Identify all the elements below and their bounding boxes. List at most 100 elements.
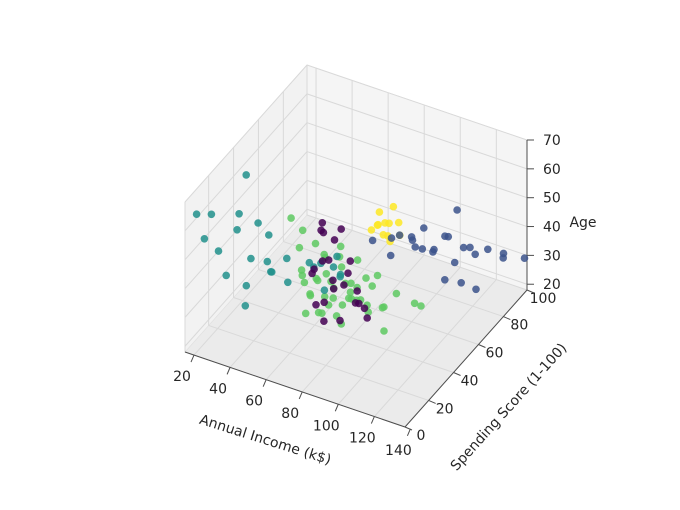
y-grid-floor [233,297,454,373]
data-point [408,236,417,244]
data-point [373,271,382,280]
data-point [499,249,508,258]
data-point [263,257,272,266]
y-tick-mark [404,426,413,431]
data-point [320,286,329,295]
y-tick-mark [453,372,461,376]
x-tick-label: 100 [313,418,340,434]
data-point [367,226,376,234]
data-point [192,210,201,218]
data-point [336,272,345,281]
data-point [320,298,329,307]
x-tick-mark [226,367,231,375]
data-point [320,292,329,301]
data-point [310,265,318,274]
y-axis-label: Spending Score (1-100) [448,340,571,474]
data-point [346,257,355,265]
tick-labels: 2040608010012014002040608010020304050607… [173,133,561,459]
data-point [373,221,382,229]
x-grid-floor [193,217,317,356]
data-point [233,226,241,234]
data-point [378,303,387,312]
data-point [320,317,328,326]
y-tick-mark [503,316,511,321]
z-grid-left [184,64,308,203]
data-point [362,274,370,282]
x-tick-mark [190,354,195,363]
data-point [368,236,377,245]
data-point [312,274,321,283]
z-tick-label: 60 [543,162,561,178]
data-point [344,269,352,278]
z-tick-label: 40 [543,220,561,236]
data-point [347,279,355,288]
z-grid-left [184,180,308,318]
data-point [355,299,363,308]
data-points [192,171,529,335]
data-point [295,243,304,252]
x-tick-label: 60 [245,394,263,410]
data-point [329,276,337,285]
data-point [459,243,468,252]
y-tick-mark [478,344,486,348]
data-point [417,302,425,310]
z-grid-back [306,179,528,256]
data-point [265,231,273,239]
data-point [353,287,362,295]
data-point [301,309,310,318]
data-point [520,254,529,262]
y-tick-label: 20 [436,401,454,417]
data-point [457,279,466,287]
data-point [338,301,347,309]
y-tick-mark [526,289,535,294]
data-point [368,282,377,290]
y-axis-line [404,289,528,428]
z-tick-label: 30 [543,248,561,264]
y-tick-label: 80 [510,318,528,334]
data-point [385,219,393,228]
y-grid-floor [283,241,504,318]
data-point [337,225,346,233]
x-tick-mark [262,379,267,387]
x-tick-mark [334,404,339,412]
data-point [283,254,291,263]
data-point [235,210,243,218]
data-point [254,219,262,227]
data-point [329,263,338,271]
x-grid-floor [265,242,389,380]
x-tick-mark [298,391,303,400]
data-point [318,257,327,265]
data-point [319,228,328,237]
x-tick-label: 20 [173,369,191,385]
data-point [241,302,250,310]
data-point [386,251,395,260]
x-tick-label: 140 [385,443,412,459]
data-point [305,258,314,267]
data-point [222,271,230,280]
z-grid-back [306,64,528,141]
y-grid-floor [208,324,429,401]
data-point [297,266,306,274]
data-point [318,309,326,318]
data-point [363,314,372,322]
data-point [360,304,369,313]
data-point [247,254,255,263]
data-point [340,281,348,289]
axis-lines [184,139,535,437]
data-point [298,226,307,235]
data-point [287,214,295,222]
data-point [375,208,384,216]
y-tick-label: 60 [486,346,504,362]
data-point [353,256,362,264]
z-grid-back [306,151,528,228]
y-tick-label: 40 [461,373,479,389]
z-grid-back [306,93,528,170]
y-tick-label: 100 [530,291,557,307]
data-point [420,224,428,232]
data-point [429,248,437,256]
data-point [284,278,292,287]
data-point [392,289,401,298]
data-point [394,218,403,227]
data-point [267,268,275,276]
